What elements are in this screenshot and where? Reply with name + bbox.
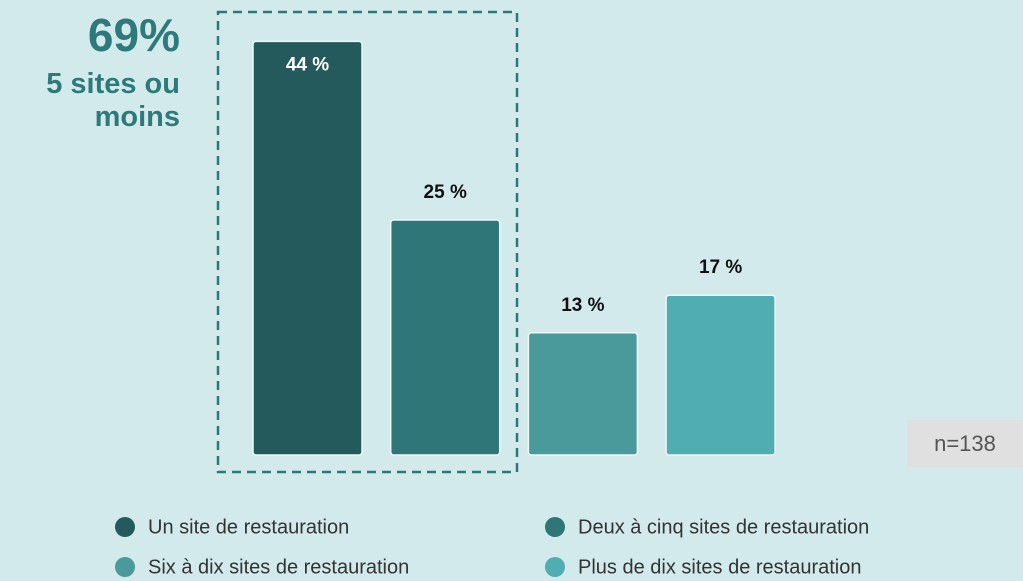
data-label: 13 % (561, 295, 604, 316)
bar (252, 40, 363, 456)
legend-label: Plus de dix sites de restauration (578, 556, 862, 578)
bar (527, 332, 639, 456)
annotation-value: 69% (87, 9, 180, 61)
data-label: 17 % (699, 257, 742, 278)
legend-swatch (115, 517, 135, 537)
legend-label: Six à dix sites de restauration (148, 556, 409, 578)
legend-label: Deux à cinq sites de restauration (578, 516, 869, 538)
bar (389, 219, 501, 456)
legend-swatch (115, 557, 135, 577)
annotation-text: 5 sites ou moins (46, 68, 180, 133)
legend-swatch (545, 557, 565, 577)
highlight-box (216, 10, 519, 474)
data-label: 44 % (286, 54, 329, 75)
sample-note: n=138 (907, 420, 1023, 467)
legend-swatch (545, 517, 565, 537)
data-label: 25 % (424, 182, 467, 203)
legend-label: Un site de restauration (148, 516, 349, 538)
bar (665, 294, 776, 456)
